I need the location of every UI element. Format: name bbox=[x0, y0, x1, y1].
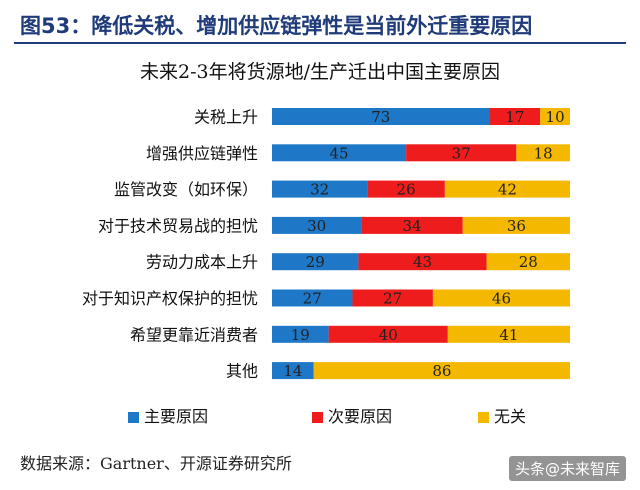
data-label: 46 bbox=[492, 290, 511, 308]
data-label: 30 bbox=[307, 217, 326, 235]
legend-label: 次要原因 bbox=[328, 407, 392, 426]
legend-label: 主要原因 bbox=[144, 407, 208, 426]
bar-segment-2 bbox=[367, 180, 445, 198]
source-note: 数据来源：Gartner、开源证券研究所 bbox=[20, 454, 292, 473]
figure-title: 图53：降低关税、增加供应链弹性是当前外迁重要原因 bbox=[20, 14, 533, 38]
bar-segment-3 bbox=[447, 325, 570, 343]
bar-segment-2 bbox=[489, 108, 541, 125]
category-label: 对于知识产权保护的担忧 bbox=[82, 289, 258, 308]
data-label: 27 bbox=[383, 290, 402, 308]
bar-segment-2 bbox=[406, 144, 517, 162]
category-label: 对于技术贸易战的担忧 bbox=[98, 216, 258, 235]
bar-segment-3 bbox=[444, 180, 570, 198]
bar-segment-3 bbox=[540, 108, 570, 125]
figure-header: 图53：降低关税、增加供应链弹性是当前外迁重要原因 bbox=[14, 6, 626, 44]
data-label: 27 bbox=[303, 290, 322, 308]
bar-segment-1 bbox=[272, 362, 314, 380]
data-label: 42 bbox=[498, 181, 517, 199]
data-label: 41 bbox=[499, 326, 518, 344]
legend-label: 无关 bbox=[494, 407, 526, 426]
data-label: 18 bbox=[534, 144, 553, 162]
data-label: 19 bbox=[291, 326, 310, 344]
data-label: 43 bbox=[413, 253, 432, 271]
category-label: 劳动力成本上升 bbox=[146, 253, 258, 272]
watermark: 头条@未来智库 bbox=[508, 456, 626, 481]
data-label: 10 bbox=[546, 108, 565, 126]
bar-segment-3 bbox=[313, 362, 570, 380]
data-label: 32 bbox=[310, 181, 329, 199]
category-label: 增强供应链弹性 bbox=[146, 144, 258, 163]
bar-segment-1 bbox=[272, 216, 362, 234]
bar-segment-1 bbox=[272, 253, 359, 271]
data-label: 29 bbox=[306, 253, 325, 271]
category-label: 关税上升 bbox=[194, 108, 258, 127]
legend-swatch bbox=[128, 412, 139, 423]
bar-segment-3 bbox=[486, 253, 570, 271]
data-label: 26 bbox=[397, 181, 416, 199]
data-label: 86 bbox=[432, 362, 451, 380]
category-label: 监管改变（如环保） bbox=[114, 180, 258, 199]
data-label: 14 bbox=[283, 362, 302, 380]
bar-segment-2 bbox=[358, 253, 487, 271]
data-label: 73 bbox=[371, 108, 390, 126]
bar-segment-1 bbox=[272, 180, 368, 198]
category-label: 其他 bbox=[226, 362, 258, 381]
legend-swatch bbox=[478, 412, 489, 423]
data-label: 17 bbox=[505, 108, 524, 126]
legend-swatch bbox=[312, 412, 323, 423]
data-label: 34 bbox=[403, 217, 422, 235]
data-label: 28 bbox=[519, 253, 538, 271]
bar-segment-2 bbox=[352, 289, 433, 307]
bar-segment-3 bbox=[462, 216, 570, 234]
bar-segment-2 bbox=[328, 325, 448, 343]
category-label: 希望更靠近消费者 bbox=[130, 325, 258, 344]
bar-segment-3 bbox=[516, 144, 570, 162]
bar-segment-3 bbox=[432, 289, 570, 307]
bar-segment-1 bbox=[272, 108, 490, 125]
bar-segment-1 bbox=[272, 325, 329, 343]
bar-segment-1 bbox=[272, 144, 407, 162]
chart-title: 未来2-3年将货源地/生产迁出中国主要原因 bbox=[140, 61, 500, 83]
bar-segment-2 bbox=[361, 216, 463, 234]
data-label: 40 bbox=[379, 326, 398, 344]
data-label: 45 bbox=[330, 144, 349, 162]
data-label: 36 bbox=[507, 217, 526, 235]
bar-segment-1 bbox=[272, 289, 353, 307]
data-label: 37 bbox=[452, 144, 471, 162]
